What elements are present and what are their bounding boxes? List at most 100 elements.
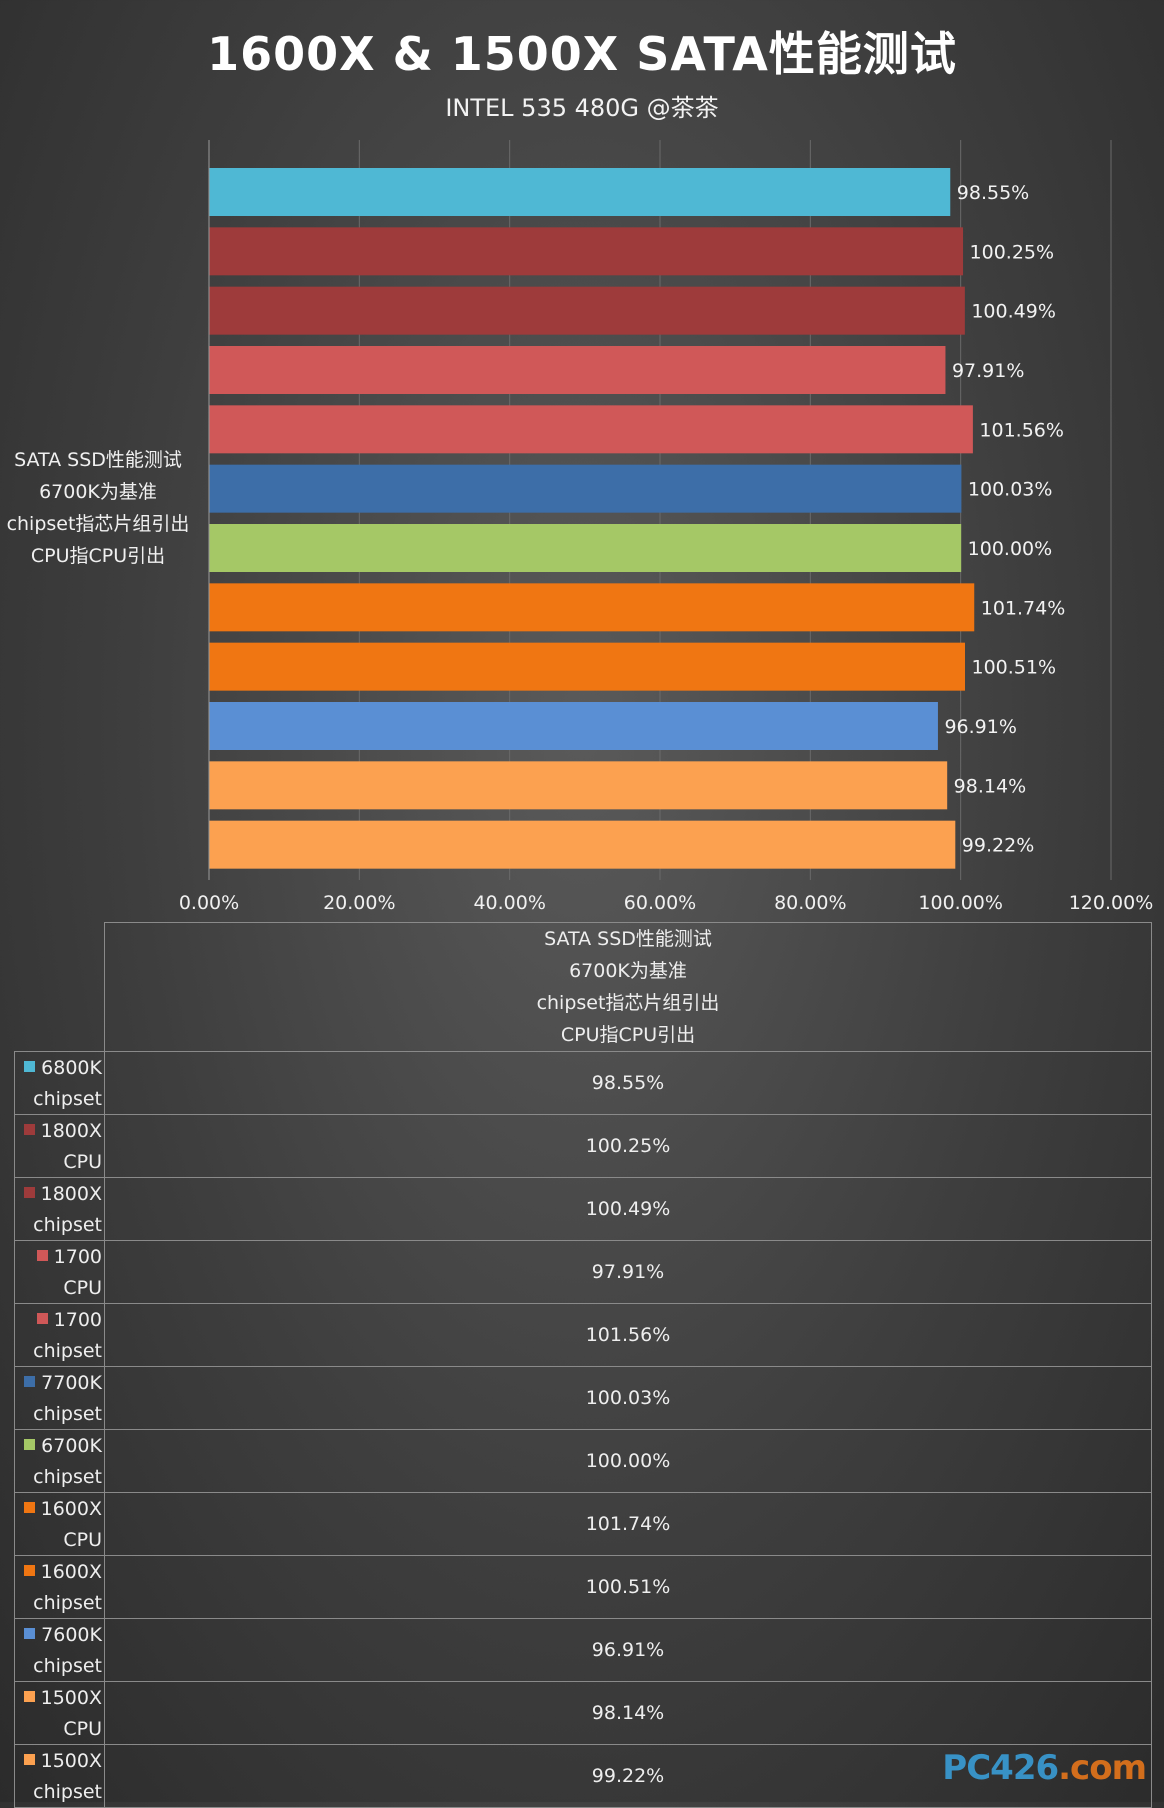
watermark-suffix: .com [1058, 1748, 1147, 1788]
legend-swatch [36, 1250, 48, 1261]
data-table-header-row: SATA SSD性能测试 6700K为基准 chipset指芯片组引出 CPU指… [14, 922, 1152, 1052]
series-name-text: 1600X [40, 1561, 102, 1583]
legend-swatch [23, 1691, 35, 1702]
category-axis-label: SATA SSD性能测试 6700K为基准 chipset指芯片组引出 CPU指… [0, 444, 196, 572]
series-name-text: 6700K [41, 1435, 102, 1457]
bar [209, 761, 948, 810]
series-value-cell: 100.00% [104, 1429, 1152, 1493]
legend-swatch [23, 1502, 35, 1513]
series-name-text: 7700K [41, 1372, 102, 1394]
series-name-cell: 1700 CPU [14, 1240, 105, 1304]
table-row: 1800X chipset 100.49% [14, 1177, 1152, 1241]
x-tick-label: 40.00% [473, 892, 545, 914]
series-name-line: chipset [33, 1655, 102, 1677]
series-name-text: 1500X [40, 1750, 102, 1772]
series-value-cell: 97.91% [104, 1240, 1152, 1304]
series-name-line: 1600X [15, 1493, 104, 1524]
legend-swatch [23, 1754, 35, 1765]
table-row: 6800K chipset 98.55% [14, 1051, 1152, 1115]
table-row: 7600K chipset 96.91% [14, 1618, 1152, 1682]
legend-swatch [24, 1376, 36, 1387]
column-header-line: CPU指CPU引出 [560, 1024, 696, 1046]
series-name-line: chipset [33, 1340, 102, 1362]
bar-data-label: 101.56% [979, 419, 1064, 441]
table-row: 6700K chipset 100.00% [14, 1429, 1152, 1493]
bar [209, 642, 966, 691]
series-name-line: CPU [63, 1529, 102, 1551]
series-name-line: 6800K [15, 1052, 104, 1083]
bar-data-label: 97.91% [952, 360, 1024, 382]
series-name-line: chipset [33, 1466, 102, 1488]
watermark-main: PC426 [942, 1748, 1059, 1788]
table-row: 7700K chipset 100.03% [14, 1366, 1152, 1430]
series-name-line: 1600X [15, 1556, 104, 1587]
series-value-cell: 98.14% [104, 1681, 1152, 1745]
series-name-line: 1800X [15, 1115, 104, 1146]
series-name-cell: 6800K chipset [14, 1051, 105, 1115]
column-header-line: SATA SSD性能测试 [544, 928, 712, 950]
bar-data-label: 100.25% [970, 241, 1055, 263]
bar-data-label: 101.74% [981, 597, 1066, 619]
table-row: 1500X CPU 98.14% [14, 1681, 1152, 1745]
bar-data-label: 100.51% [972, 657, 1057, 679]
column-header-line: chipset指芯片组引出 [536, 992, 720, 1014]
bar-data-label: 100.00% [968, 538, 1053, 560]
category-label-line: 6700K为基准 [39, 481, 157, 503]
series-name-cell: 1600X chipset [14, 1555, 105, 1619]
series-name-text: 1700 [53, 1246, 102, 1268]
series-name-line: 1700 [15, 1304, 104, 1335]
legend-swatch [24, 1439, 36, 1450]
series-name-line: chipset [33, 1214, 102, 1236]
chart-title: 1600X & 1500X SATA性能测试 [207, 27, 957, 81]
series-name-line: CPU [63, 1277, 102, 1299]
series-value-cell: 100.49% [104, 1177, 1152, 1241]
series-name-cell: 7700K chipset [14, 1366, 105, 1430]
series-name-line: 1700 [15, 1241, 104, 1272]
bar-data-label: 100.49% [971, 301, 1056, 323]
series-name-text: 1800X [40, 1120, 102, 1142]
series-name-line: CPU [63, 1718, 102, 1740]
bar-data-label: 96.91% [944, 716, 1016, 738]
legend-swatch [23, 1565, 35, 1576]
series-name-cell: 7600K chipset [14, 1618, 105, 1682]
table-row: 1700 chipset 101.56% [14, 1303, 1152, 1367]
series-name-line: chipset [33, 1403, 102, 1425]
site-watermark: PC426.com [942, 1748, 1147, 1788]
series-value-cell: 99.22% [104, 1744, 1152, 1808]
bar-data-label: 99.22% [962, 835, 1034, 857]
data-table-corner [14, 922, 105, 1052]
category-label-line: SATA SSD性能测试 [14, 449, 182, 471]
table-row: 1700 CPU 97.91% [14, 1240, 1152, 1304]
series-name-cell: 1500X CPU [14, 1681, 105, 1745]
data-table: SATA SSD性能测试 6700K为基准 chipset指芯片组引出 CPU指… [14, 922, 1152, 1808]
series-name-line: CPU [63, 1151, 102, 1173]
series-value-cell: 101.74% [104, 1492, 1152, 1556]
series-value-cell: 96.91% [104, 1618, 1152, 1682]
series-value-cell: 100.03% [104, 1366, 1152, 1430]
table-row: 1800X CPU 100.25% [14, 1114, 1152, 1178]
series-name-line: 7600K [15, 1619, 104, 1650]
series-name-cell: 1700 chipset [14, 1303, 105, 1367]
bar [209, 168, 951, 216]
legend-swatch [24, 1061, 36, 1072]
bar [209, 286, 965, 335]
bar [209, 702, 938, 750]
series-name-text: 6800K [41, 1057, 102, 1079]
series-name-text: 1700 [53, 1309, 102, 1331]
table-row: 1600X CPU 101.74% [14, 1492, 1152, 1556]
series-name-line: chipset [33, 1088, 102, 1110]
bar [209, 405, 973, 454]
bar-chart: 0.00% 20.00% 40.00% 60.00% 80.00% 100.00% 120.… [179, 140, 1153, 914]
bar [209, 583, 975, 632]
x-tick-label: 0.00% [179, 892, 239, 914]
legend-swatch [23, 1187, 35, 1198]
legend-swatch [36, 1313, 48, 1324]
series-name-cell: 1500X chipset [14, 1744, 105, 1808]
series-value-cell: 100.25% [104, 1114, 1152, 1178]
series-name-line: 6700K [15, 1430, 104, 1461]
chart-subtitle: INTEL 535 480G @茶茶 [445, 94, 719, 122]
bar [209, 346, 946, 394]
category-label-line: CPU指CPU引出 [30, 545, 166, 567]
series-name-line: chipset [33, 1592, 102, 1614]
series-value-cell: 101.56% [104, 1303, 1152, 1367]
